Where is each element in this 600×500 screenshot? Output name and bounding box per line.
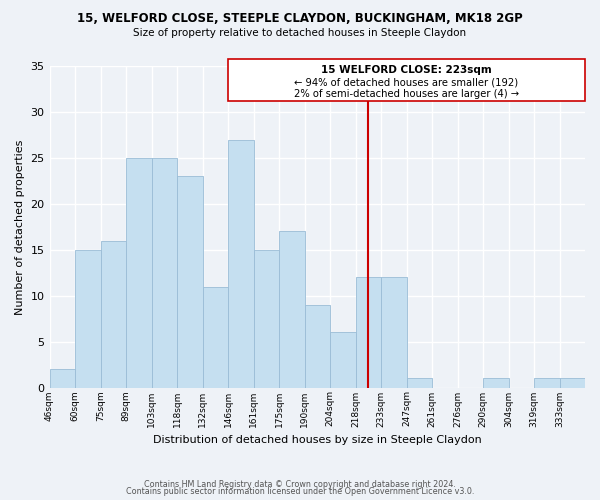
Bar	[254, 250, 279, 388]
Bar	[101, 240, 126, 388]
Y-axis label: Number of detached properties: Number of detached properties	[15, 139, 25, 314]
Text: Contains public sector information licensed under the Open Government Licence v3: Contains public sector information licen…	[126, 487, 474, 496]
Bar	[305, 305, 330, 388]
Bar	[152, 158, 177, 388]
Bar	[560, 378, 585, 388]
Bar	[356, 278, 381, 388]
Text: 2% of semi-detached houses are larger (4) →: 2% of semi-detached houses are larger (4…	[294, 89, 519, 99]
Text: Size of property relative to detached houses in Steeple Claydon: Size of property relative to detached ho…	[133, 28, 467, 38]
Text: 15 WELFORD CLOSE: 223sqm: 15 WELFORD CLOSE: 223sqm	[321, 66, 492, 76]
Bar	[483, 378, 509, 388]
Bar	[228, 140, 254, 388]
Bar	[407, 378, 432, 388]
Bar	[203, 286, 228, 388]
X-axis label: Distribution of detached houses by size in Steeple Claydon: Distribution of detached houses by size …	[153, 435, 482, 445]
Bar	[279, 232, 305, 388]
Bar	[177, 176, 203, 388]
Bar	[381, 278, 407, 388]
Bar	[330, 332, 356, 388]
Bar	[50, 369, 75, 388]
Text: Contains HM Land Registry data © Crown copyright and database right 2024.: Contains HM Land Registry data © Crown c…	[144, 480, 456, 489]
Bar	[534, 378, 560, 388]
Bar	[75, 250, 101, 388]
Text: 15, WELFORD CLOSE, STEEPLE CLAYDON, BUCKINGHAM, MK18 2GP: 15, WELFORD CLOSE, STEEPLE CLAYDON, BUCK…	[77, 12, 523, 26]
Text: ← 94% of detached houses are smaller (192): ← 94% of detached houses are smaller (19…	[295, 78, 518, 88]
Bar	[126, 158, 152, 388]
FancyBboxPatch shape	[228, 59, 585, 101]
